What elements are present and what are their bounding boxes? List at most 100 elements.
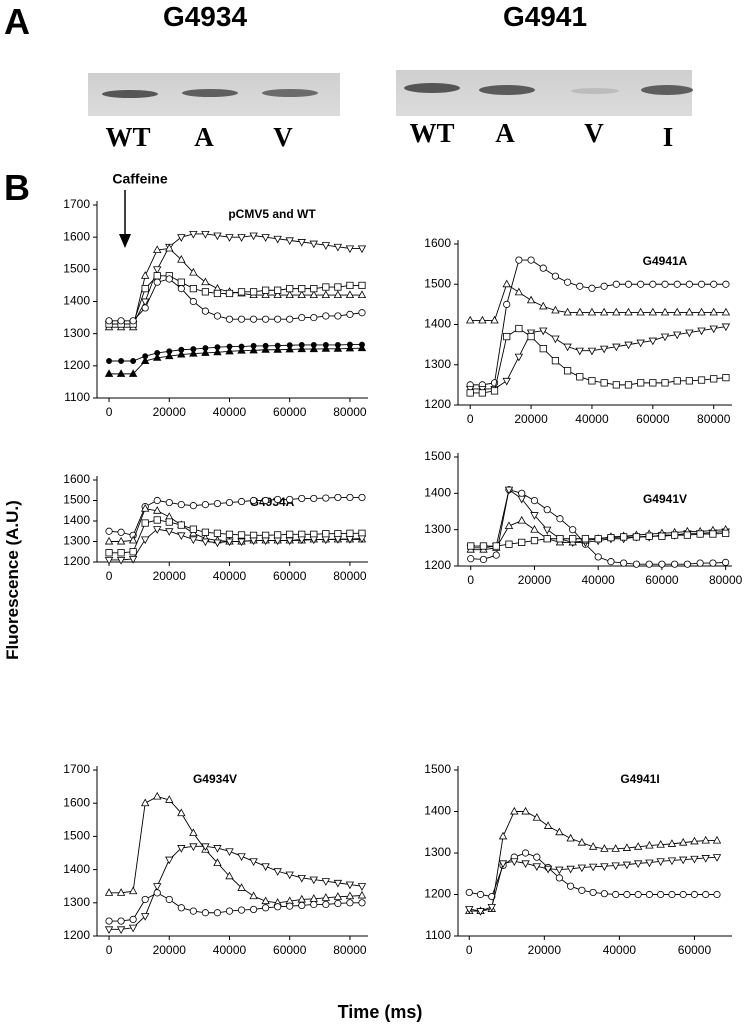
marker — [285, 871, 294, 880]
marker — [309, 536, 318, 545]
marker — [273, 868, 282, 876]
marker — [661, 379, 669, 387]
marker — [274, 495, 282, 504]
marker — [310, 494, 318, 503]
chart-title: G4941V — [643, 492, 687, 506]
marker — [721, 307, 731, 316]
x-tick-label: 80000 — [697, 412, 731, 426]
marker — [346, 899, 354, 907]
marker — [104, 926, 114, 935]
marker — [286, 530, 294, 538]
marker — [612, 343, 621, 352]
marker — [249, 537, 258, 546]
marker — [261, 537, 270, 546]
marker — [645, 859, 654, 868]
marker — [589, 888, 597, 897]
marker — [106, 358, 113, 364]
marker — [530, 536, 539, 545]
marker — [140, 298, 150, 307]
marker — [201, 307, 209, 315]
marker — [649, 379, 657, 387]
marker — [358, 899, 366, 907]
marker — [177, 808, 186, 817]
marker — [679, 856, 688, 865]
marker — [658, 560, 666, 568]
marker — [566, 865, 575, 874]
y-tick-label: 1600 — [63, 472, 90, 486]
marker — [165, 895, 173, 904]
marker — [213, 289, 222, 298]
marker — [345, 891, 355, 900]
marker — [709, 559, 717, 567]
marker — [346, 529, 354, 537]
x-tick-label: 80000 — [709, 573, 743, 587]
series-line — [109, 275, 362, 325]
marker — [673, 280, 681, 288]
marker — [116, 536, 126, 545]
series-line — [109, 233, 362, 325]
marker — [322, 283, 330, 291]
y-tick-label: 1600 — [63, 795, 90, 809]
y-tick-label: 1200 — [63, 928, 90, 942]
marker — [225, 907, 234, 915]
marker — [600, 863, 609, 871]
marker — [636, 339, 645, 348]
marker — [189, 828, 198, 837]
marker — [611, 844, 620, 852]
y-tick-label: 1100 — [425, 928, 451, 942]
marker — [668, 890, 676, 899]
marker — [658, 532, 666, 540]
marker — [357, 890, 367, 899]
marker — [140, 798, 150, 807]
marker — [671, 560, 679, 568]
marker — [140, 271, 150, 279]
marker — [333, 290, 343, 299]
marker — [201, 909, 209, 917]
marker — [225, 871, 234, 880]
marker — [117, 917, 125, 925]
x-tick-label: 0 — [466, 943, 473, 957]
marker — [623, 890, 631, 899]
marker — [673, 377, 681, 385]
marker — [177, 532, 186, 541]
marker — [709, 307, 718, 316]
marker — [588, 377, 596, 385]
marker — [673, 307, 682, 316]
lane-label: WT — [409, 118, 454, 148]
marker — [274, 531, 282, 539]
marker — [237, 497, 246, 506]
marker — [515, 256, 523, 264]
marker — [213, 312, 222, 320]
marker — [346, 310, 354, 318]
marker — [262, 315, 270, 323]
marker — [690, 836, 699, 845]
marker — [465, 888, 473, 897]
x-tick-label: 0 — [106, 405, 113, 419]
marker — [358, 493, 366, 502]
marker — [213, 858, 222, 866]
marker — [588, 284, 596, 292]
marker — [189, 525, 197, 533]
marker — [578, 886, 586, 894]
marker — [521, 849, 530, 857]
marker — [587, 307, 597, 316]
marker — [607, 534, 615, 542]
series-line — [109, 796, 363, 904]
marker — [518, 489, 526, 497]
marker — [532, 813, 542, 821]
marker — [165, 528, 174, 536]
series-line — [470, 326, 726, 390]
marker — [298, 901, 306, 910]
marker — [249, 232, 258, 241]
marker — [357, 535, 367, 544]
y-tick-label: 1400 — [424, 486, 451, 500]
y-tick-label: 1500 — [63, 493, 90, 507]
marker — [262, 496, 270, 505]
marker — [575, 347, 584, 356]
marker — [177, 845, 186, 853]
marker — [358, 281, 366, 290]
x-tick-label: 40000 — [213, 569, 247, 583]
marker — [709, 325, 718, 334]
